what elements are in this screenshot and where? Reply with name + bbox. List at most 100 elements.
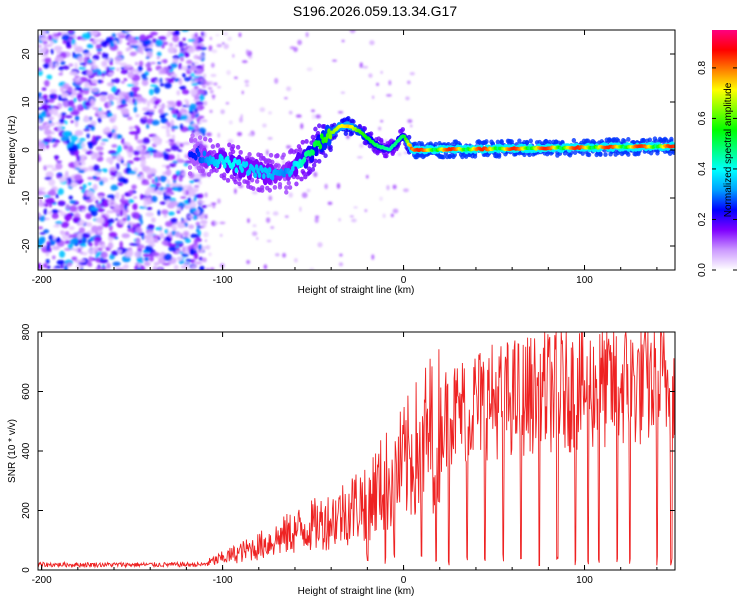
snr-x-tick-label: -100 <box>213 575 233 586</box>
noise-speckle <box>207 204 212 207</box>
noise-speckle <box>92 58 96 66</box>
noise-speckle <box>198 249 201 254</box>
noise-speckle <box>97 109 105 117</box>
ridge-halo-point <box>195 141 200 147</box>
ridge-halo-point <box>528 138 533 144</box>
ridge-halo-point <box>313 126 318 132</box>
noise-speckle <box>97 79 102 84</box>
ridge-halo-point <box>343 131 349 136</box>
noise-speckle <box>79 243 87 248</box>
spectrogram-x-tick-label: 100 <box>576 275 593 286</box>
noise-speckle <box>194 256 199 260</box>
noise-speckle <box>65 170 69 177</box>
noise-speckle <box>225 101 230 105</box>
noise-speckle <box>92 164 100 172</box>
noise-speckle <box>86 43 94 49</box>
noise-speckle <box>43 229 50 234</box>
noise-speckle <box>210 73 217 78</box>
noise-speckle <box>91 65 97 70</box>
noise-speckle <box>72 88 77 96</box>
noise-speckle <box>137 45 144 54</box>
noise-speckle <box>99 180 104 186</box>
noise-speckle <box>338 218 341 222</box>
noise-speckle <box>46 111 50 117</box>
snr-y-tick-label: 0 <box>21 567 32 573</box>
ridge-halo-point <box>230 144 236 149</box>
noise-speckle <box>90 30 99 37</box>
noise-speckle <box>163 214 168 218</box>
colorbar-tick-label: 0.4 <box>697 162 708 176</box>
noise-speckle <box>179 123 184 130</box>
noise-speckle <box>135 237 141 245</box>
noise-speckle <box>125 167 130 172</box>
noise-speckle <box>68 71 78 76</box>
noise-speckle <box>52 144 57 148</box>
noise-speckle <box>90 236 95 242</box>
noise-speckle <box>113 77 121 84</box>
noise-speckle <box>142 253 152 257</box>
noise-speckle <box>114 56 123 61</box>
noise-speckle <box>110 169 118 177</box>
noise-speckle <box>151 217 156 223</box>
noise-speckle <box>156 51 162 57</box>
noise-speckle <box>38 113 46 117</box>
noise-speckle <box>81 232 91 239</box>
noise-speckle <box>81 236 85 244</box>
noise-speckle <box>38 107 43 111</box>
spectrogram-x-tick-label: -200 <box>32 275 52 286</box>
noise-speckle <box>64 239 71 245</box>
noise-speckle <box>92 107 99 110</box>
noise-speckle <box>74 120 79 128</box>
noise-speckle <box>205 244 211 250</box>
noise-speckle <box>129 125 135 130</box>
ridge-halo-point <box>626 152 631 157</box>
noise-speckle <box>143 256 150 262</box>
ridge-halo-point <box>260 188 265 193</box>
noise-speckle <box>197 210 200 215</box>
noise-speckle <box>121 98 127 105</box>
noise-speckle <box>60 86 65 93</box>
ridge-halo-point <box>598 151 603 157</box>
noise-speckle <box>167 80 175 83</box>
noise-speckle <box>141 77 149 81</box>
noise-speckle <box>96 71 103 76</box>
snr-x-tick-label: 100 <box>576 575 593 586</box>
noise-speckle <box>356 156 363 159</box>
noise-speckle <box>314 215 320 219</box>
noise-speckle <box>204 214 208 220</box>
ridge-halo-point <box>247 152 252 157</box>
ridge-halo-point <box>298 147 303 153</box>
noise-speckle <box>153 86 161 94</box>
noise-speckle <box>209 109 213 114</box>
noise-speckle <box>98 195 104 200</box>
noise-speckle <box>164 78 173 81</box>
noise-speckle <box>164 148 172 152</box>
noise-speckle <box>76 155 81 163</box>
noise-speckle <box>252 224 257 228</box>
noise-speckle <box>144 245 153 252</box>
noise-speckle <box>201 257 207 263</box>
noise-speckle <box>365 174 369 179</box>
noise-speckle <box>121 137 125 145</box>
ridge-core-point <box>266 172 270 179</box>
noise-speckle <box>341 39 345 43</box>
noise-speckle <box>136 256 143 262</box>
noise-speckle <box>73 216 80 223</box>
noise-speckle <box>214 221 219 225</box>
snr-plot-area <box>38 332 675 570</box>
noise-speckle <box>159 77 163 83</box>
noise-speckle <box>78 97 88 101</box>
ridge-core-point <box>405 139 409 144</box>
noise-speckle <box>149 184 157 188</box>
noise-speckle <box>48 179 56 187</box>
noise-speckle <box>392 184 397 190</box>
noise-speckle <box>109 61 113 66</box>
ridge-core-point <box>296 162 301 169</box>
ridge-halo-point <box>669 136 674 142</box>
noise-speckle <box>179 143 184 148</box>
noise-speckle <box>115 191 120 200</box>
noise-speckle <box>138 60 144 67</box>
noise-speckle <box>120 80 125 84</box>
noise-speckle <box>167 211 175 216</box>
noise-speckle <box>247 132 253 137</box>
